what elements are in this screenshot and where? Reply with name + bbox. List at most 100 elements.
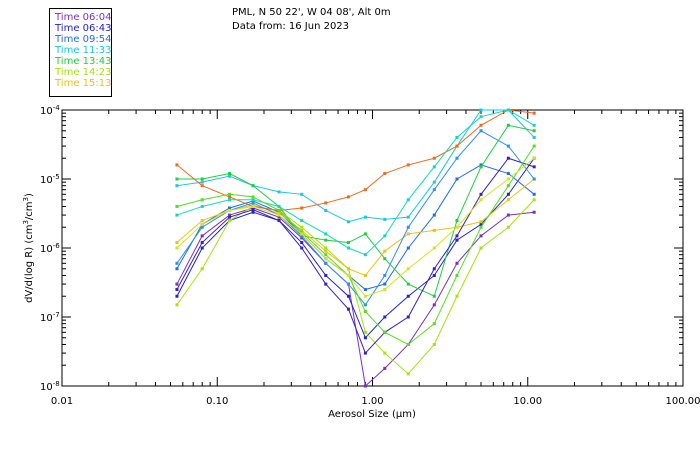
data-point <box>432 156 436 160</box>
data-point <box>532 156 536 160</box>
series-line <box>176 145 535 346</box>
data-point <box>406 198 410 202</box>
data-point <box>228 206 232 210</box>
data-point <box>175 261 179 265</box>
data-point <box>455 144 459 148</box>
data-point <box>300 232 304 236</box>
data-point <box>200 241 204 245</box>
data-point <box>383 273 387 277</box>
data-point <box>532 135 536 139</box>
data-point <box>251 184 255 188</box>
legend: Time 06:04 Time 06:43 Time 09:54 Time 11:33… <box>49 8 112 97</box>
data-point <box>324 201 328 205</box>
data-point <box>300 246 304 250</box>
data-point <box>200 234 204 238</box>
data-point <box>383 351 387 355</box>
series-10 <box>175 108 536 257</box>
data-point <box>532 129 536 133</box>
data-point <box>532 144 536 148</box>
series-line <box>176 207 535 387</box>
data-point <box>251 208 255 212</box>
data-point <box>455 261 459 265</box>
data-point <box>175 303 179 307</box>
series-line <box>176 109 535 256</box>
data-point <box>363 310 367 314</box>
data-point <box>251 195 255 199</box>
data-point <box>324 246 328 250</box>
y-tick-label: 10-5 <box>40 173 60 186</box>
data-point <box>506 192 510 196</box>
data-point <box>406 342 410 346</box>
legend-entry: Time 14:23 <box>55 67 112 78</box>
data-point <box>455 273 459 277</box>
series-line <box>176 157 535 355</box>
data-point <box>479 246 483 250</box>
data-point <box>200 177 204 181</box>
data-point <box>479 198 483 202</box>
data-point <box>346 220 350 224</box>
data-point <box>228 172 232 176</box>
data-point <box>200 184 204 188</box>
chart-title-line2: Data from: 16 Jun 2023 <box>232 21 349 32</box>
legend-entry: Time 15:13 <box>55 78 112 89</box>
data-point <box>455 238 459 242</box>
data-point <box>175 282 179 286</box>
data-point <box>406 225 410 229</box>
data-point <box>479 129 483 133</box>
y-tick-label: 10-6 <box>40 242 60 255</box>
data-point <box>432 322 436 326</box>
legend-entry: Time 06:04 <box>55 12 112 23</box>
data-point <box>175 267 179 271</box>
data-point <box>228 174 232 178</box>
data-point <box>175 204 179 208</box>
data-point <box>277 190 281 194</box>
data-point <box>363 253 367 257</box>
data-point <box>175 177 179 181</box>
data-point <box>175 246 179 250</box>
data-point <box>200 204 204 208</box>
y-axis-label: dV/d(log R) (cm3/cm3) <box>22 193 35 303</box>
data-point <box>363 336 367 340</box>
data-point <box>324 273 328 277</box>
data-point <box>532 198 536 202</box>
data-point <box>383 288 387 292</box>
data-point <box>432 342 436 346</box>
data-point <box>200 267 204 271</box>
data-point <box>479 225 483 229</box>
data-point <box>228 208 232 212</box>
series-group <box>175 108 536 388</box>
data-point <box>300 228 304 232</box>
data-point <box>479 234 483 238</box>
data-point <box>346 195 350 199</box>
legend-entry: Time 11:33 <box>55 45 112 56</box>
data-point <box>383 249 387 253</box>
data-point <box>363 384 367 388</box>
data-point <box>300 219 304 223</box>
x-tick-label: 1.00 <box>361 396 383 407</box>
data-point <box>432 188 436 192</box>
y-tick-label: 10-8 <box>40 380 60 393</box>
data-point <box>383 172 387 176</box>
data-point <box>300 236 304 240</box>
legend-entry: Time 09:54 <box>55 34 112 45</box>
data-point <box>251 198 255 202</box>
data-point <box>432 303 436 307</box>
data-point <box>200 219 204 223</box>
series-4 <box>175 123 536 298</box>
series-line <box>176 164 535 291</box>
data-point <box>277 215 281 219</box>
data-point <box>300 206 304 210</box>
data-point <box>432 228 436 232</box>
data-point <box>324 257 328 261</box>
data-point <box>363 288 367 292</box>
data-point <box>432 165 436 169</box>
data-point <box>346 241 350 245</box>
data-point <box>363 330 367 334</box>
series-line <box>176 157 535 297</box>
data-point <box>363 188 367 192</box>
data-point <box>455 156 459 160</box>
x-tick-label: 10.00 <box>513 396 542 407</box>
data-point <box>432 273 436 277</box>
data-point <box>277 213 281 217</box>
